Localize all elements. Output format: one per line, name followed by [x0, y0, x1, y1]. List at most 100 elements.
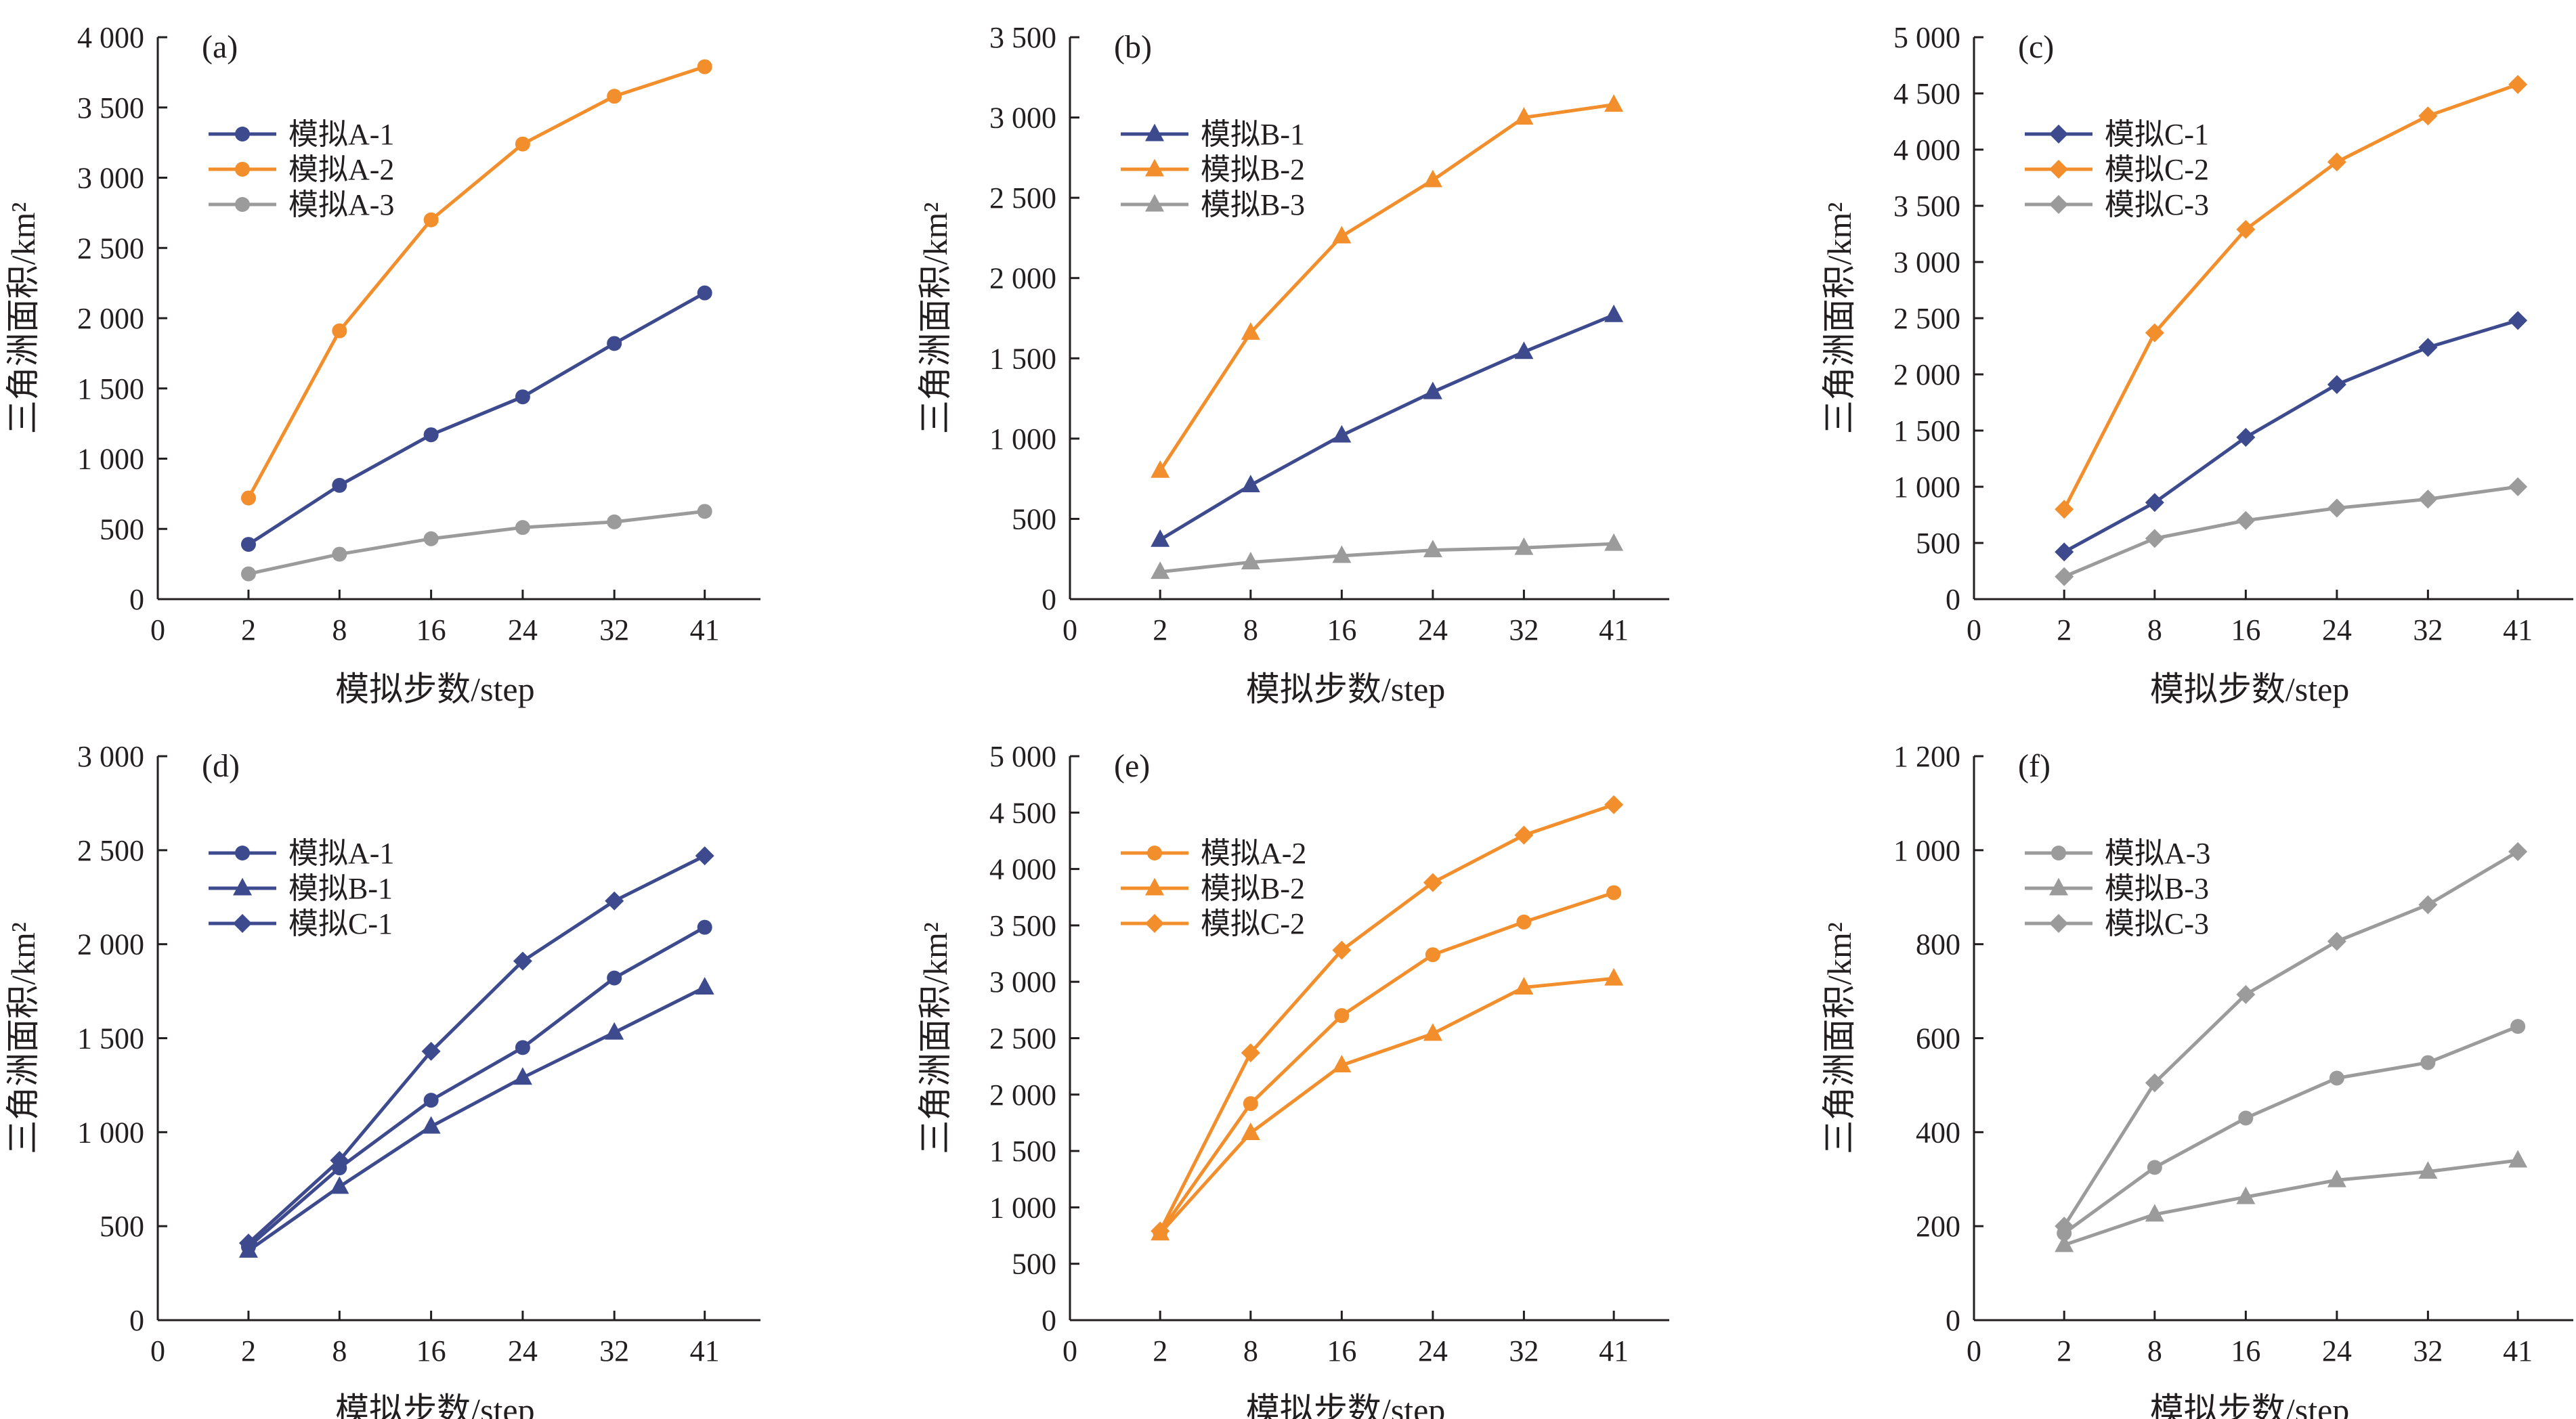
chart-a-legend-marker-3 — [235, 197, 250, 212]
chart-f-legend-label-3: 模拟C-3 — [2105, 907, 2209, 940]
chart-b-y-axis-title: 三角洲面积/km² — [916, 202, 954, 435]
chart-f-y-tick-label: 1 000 — [1893, 834, 1960, 867]
chart-f-series-2-point — [2327, 1169, 2346, 1187]
chart-a-y-tick-label: 3 000 — [77, 162, 144, 195]
chart-d-y-tick-label: 2 500 — [77, 834, 144, 867]
chart-a-y-tick-label: 2 000 — [77, 302, 144, 335]
chart-e-y-tick-label: 2 500 — [989, 1022, 1056, 1055]
chart-a-y-tick-label: 500 — [100, 512, 144, 546]
chart-a-series-1-point — [423, 427, 439, 443]
chart-e-x-axis-title: 模拟步数/step — [1246, 1391, 1445, 1419]
chart-e-series-3-point — [1423, 873, 1442, 892]
chart-e-legend-marker-2 — [1145, 877, 1164, 896]
chart-e-x-tick-label: 0 — [1062, 1334, 1077, 1368]
chart-f-legend-marker-1 — [2051, 846, 2066, 860]
chart-e-series-3-point — [1151, 1221, 1170, 1241]
chart-d-series-2-point — [605, 1022, 624, 1040]
chart-f-series-line-1 — [2063, 1024, 2519, 1235]
chart-f-x-tick-label: 32 — [2413, 1334, 2443, 1368]
chart-f-legend-label-1: 模拟A-3 — [2105, 837, 2210, 870]
chart-f-series-line-2 — [2063, 1158, 2518, 1247]
chart-c-series-2-point — [2327, 152, 2346, 172]
chart-f-x-tick-label: 8 — [2147, 1334, 2162, 1368]
chart-a-x-tick-label: 41 — [690, 613, 720, 647]
chart-c-series-1-point — [2236, 427, 2256, 447]
chart-c-series-3-point — [2236, 510, 2256, 530]
chart-e-series-1-point — [1425, 947, 1440, 963]
chart-d-series-2-point — [421, 1116, 441, 1134]
chart-e-y-tick-label: 3 500 — [989, 909, 1056, 942]
chart-a-series-3-point — [423, 531, 439, 546]
chart-d-series-line-2 — [247, 986, 706, 1252]
chart-e-legend-label-1: 模拟A-2 — [1201, 837, 1306, 870]
chart-b-y-tick-label: 2 500 — [989, 181, 1056, 215]
chart-c-y-tick-label: 1 500 — [1893, 414, 1960, 447]
chart-a-legend-label-3: 模拟A-3 — [288, 188, 394, 221]
chart-d-legend-label-3: 模拟C-1 — [288, 907, 393, 940]
chart-c-series-1-point — [2508, 311, 2528, 330]
chart-e-series-line-3 — [1158, 803, 1614, 1232]
chart-e-y-tick-label: 5 000 — [989, 740, 1056, 773]
chart-e-y-tick-label: 500 — [1012, 1248, 1056, 1281]
chart-a-series-line-2 — [246, 65, 706, 499]
chart-f-series-2-point — [2508, 1150, 2528, 1168]
chart-d-series-2-point — [695, 977, 714, 995]
chart-b-series-2-point — [1514, 107, 1534, 125]
chart-e-x-tick-label: 24 — [1418, 1334, 1448, 1368]
chart-a-y-axis-title: 三角洲面积/km² — [4, 202, 42, 435]
chart-b-series-3-point — [1604, 533, 1624, 551]
chart-f-series-2-point — [2418, 1161, 2438, 1179]
chart-d-x-tick-label: 16 — [416, 1334, 446, 1368]
chart-d-legend-marker-1 — [235, 846, 250, 860]
chart-a-y-tick-label: 4 000 — [77, 21, 144, 54]
chart-b: 0 500 1 000 1 500 2 000 2 500 3 000 3 500 0 2 8 16 2… — [916, 21, 1669, 708]
chart-c-series-1-point — [2055, 542, 2074, 562]
chart-e-series-2-point — [1241, 1122, 1260, 1140]
chart-c-x-tick-label: 16 — [2231, 613, 2260, 647]
chart-d-x-tick-label: 2 — [241, 1334, 256, 1368]
chart-e-legend-label-3: 模拟C-2 — [1201, 907, 1305, 940]
chart-d-y-tick-label: 1 000 — [77, 1116, 144, 1149]
chart-f-series-1-point — [2329, 1070, 2344, 1086]
chart-d-x-tick-label: 8 — [332, 1334, 347, 1368]
chart-f-series-2-point — [2145, 1204, 2164, 1222]
chart-d-series-3-point — [421, 1041, 441, 1061]
chart-b-x-tick-label: 2 — [1153, 613, 1167, 647]
chart-c-x-axis-title: 模拟步数/step — [2150, 670, 2349, 708]
chart-e-series-1-point — [1243, 1096, 1258, 1112]
chart-f-legend-marker-2 — [2049, 877, 2068, 896]
chart-e-series-3-point — [1241, 1043, 1260, 1063]
chart-f-panel-label: (f) — [2018, 748, 2051, 784]
chart-c-series-3-point — [2055, 567, 2074, 586]
chart-b-x-tick-label: 41 — [1599, 613, 1629, 647]
chart-c-series-line-2 — [2062, 83, 2518, 510]
chart-e-x-tick-label: 16 — [1327, 1334, 1356, 1368]
chart-d-x-tick-label: 24 — [508, 1334, 538, 1368]
chart-b-x-axis-title: 模拟步数/step — [1246, 670, 1445, 708]
chart-b-series-1-point — [1423, 381, 1442, 399]
chart-c-series-2-point — [2145, 323, 2164, 343]
chart-c-y-tick-label: 5 000 — [1893, 21, 1960, 54]
chart-b-y-tick-label: 2 000 — [989, 262, 1056, 295]
chart-e-y-tick-label: 2 000 — [989, 1078, 1056, 1112]
chart-d-panel-label: (d) — [202, 748, 240, 784]
chart-d-series-3-point — [605, 891, 624, 911]
chart-c-series-3-point — [2418, 489, 2438, 509]
chart-f-y-tick-label: 600 — [1916, 1022, 1960, 1055]
chart-e-series-2-point — [1604, 967, 1624, 986]
chart-d-x-tick-label: 0 — [150, 1334, 165, 1368]
chart-b-series-2-point — [1151, 460, 1170, 478]
chart-e-series-3-point — [1604, 795, 1624, 814]
chart-a-series-3-point — [697, 504, 712, 519]
chart-a-x-tick-label: 2 — [241, 613, 256, 647]
chart-c-x-tick-label: 24 — [2322, 613, 2352, 647]
chart-d-series-2-point — [330, 1176, 349, 1194]
chart-f-series-1-point — [2238, 1110, 2254, 1126]
chart-b-series-3-point — [1332, 545, 1352, 563]
chart-a-series-2-point — [423, 212, 439, 227]
chart-d-legend-label-1: 模拟A-1 — [288, 837, 394, 870]
chart-e-series-2-point — [1332, 1055, 1352, 1072]
chart-f-legend-marker-3 — [2049, 914, 2068, 933]
chart-c-legend-marker-2 — [2049, 160, 2068, 179]
chart-e-legend-marker-3 — [1145, 914, 1164, 933]
